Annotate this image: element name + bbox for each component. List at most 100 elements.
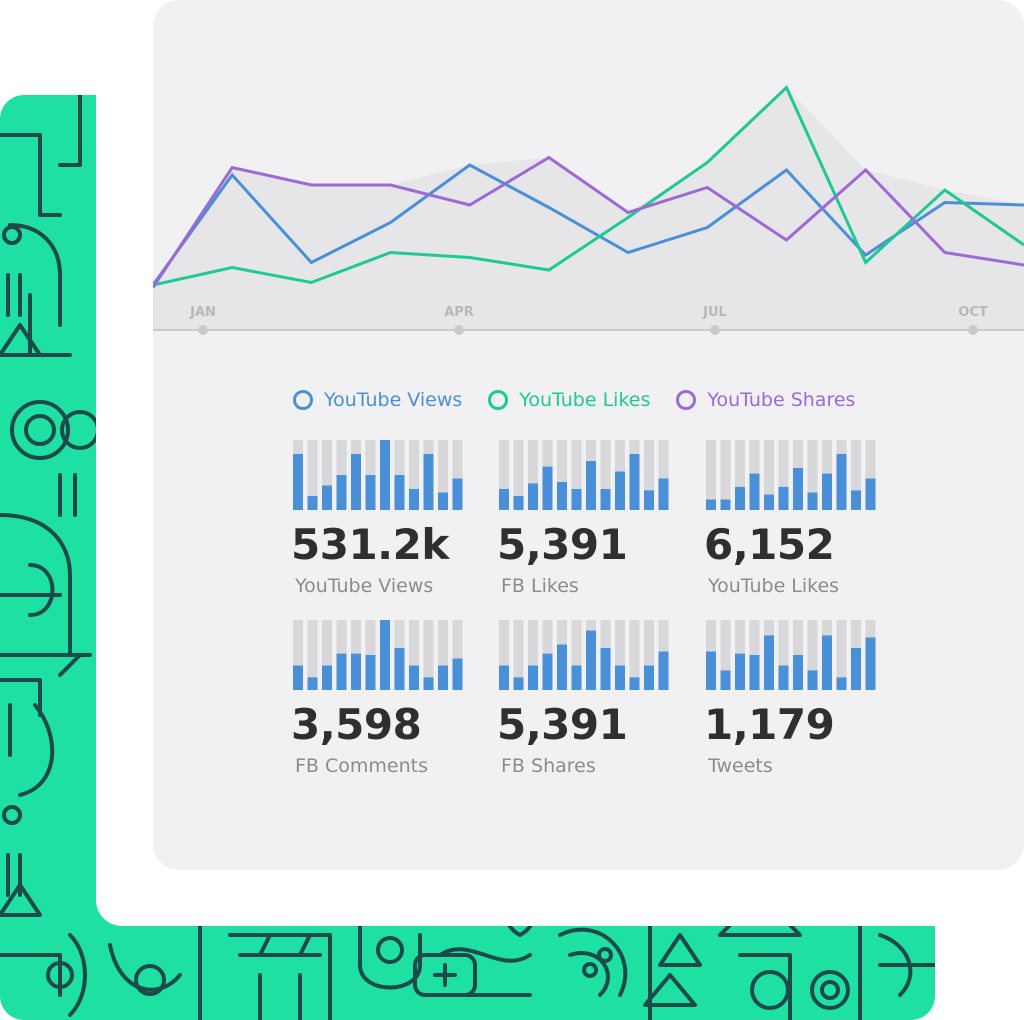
bar [658, 478, 669, 510]
bar-track [720, 620, 731, 690]
x-tick-dot [710, 325, 720, 335]
bar-track [409, 440, 419, 510]
bar [629, 677, 640, 690]
bar [778, 486, 789, 510]
bar-track [307, 620, 318, 690]
stat-label: FB Shares [501, 755, 596, 777]
bar-track [528, 440, 538, 510]
bar [365, 655, 376, 690]
bar-track [322, 440, 332, 510]
bar [586, 461, 596, 510]
bar-track [836, 620, 847, 690]
stat-label: FB Likes [501, 575, 579, 597]
bar-track [644, 620, 654, 690]
x-tick-dot [198, 325, 208, 335]
bar [409, 665, 419, 690]
bar [438, 492, 448, 510]
bar [615, 471, 625, 510]
stat-youtube-views: 531.2k YouTube Views [291, 440, 473, 610]
bar [571, 665, 582, 690]
line-series-youtube-shares [153, 155, 1024, 289]
stat-value: 3,598 [291, 700, 422, 749]
bar [409, 489, 419, 510]
bar [293, 454, 303, 510]
bar [293, 665, 303, 690]
bar [822, 635, 832, 690]
bar [452, 658, 463, 690]
stat-label: FB Comments [295, 755, 428, 777]
stat-label: YouTube Views [295, 575, 434, 597]
bar [394, 648, 405, 690]
legend-views-label: YouTube Views [324, 389, 463, 411]
x-tick-label: OCT [958, 305, 988, 320]
bar-track [452, 440, 463, 510]
bar [851, 648, 861, 690]
legend-item-views[interactable]: YouTube Views [293, 389, 462, 411]
bar [586, 630, 596, 690]
bar [365, 475, 376, 510]
stat-value: 531.2k [291, 520, 449, 569]
legend-likes-label: YouTube Likes [519, 389, 651, 411]
mini-bar-chart-fb-likes [499, 440, 669, 510]
bar-track [778, 620, 789, 690]
bar [865, 478, 876, 510]
bar-track [778, 440, 789, 510]
line-chart-area [153, 87, 1024, 330]
x-tick-label: APR [444, 305, 474, 320]
bar [542, 653, 553, 690]
mini-bar-chart-youtube-views [293, 440, 463, 510]
bar [499, 489, 509, 510]
bar [600, 648, 611, 690]
chart-legend: YouTube Views YouTube Likes YouTube Shar… [293, 386, 881, 414]
bar-track [322, 620, 332, 690]
bar [822, 473, 832, 510]
x-tick-dot [968, 325, 978, 335]
mini-bar-chart-youtube-likes [706, 440, 876, 510]
bar [706, 651, 716, 690]
x-tick-label: JAN [189, 305, 216, 320]
bar-track [499, 620, 509, 690]
bar-track [571, 440, 582, 510]
bar-track [409, 620, 419, 690]
bar-track [735, 440, 745, 510]
bar [351, 454, 361, 510]
stat-fb-likes: 5,391 FB Likes [497, 440, 679, 610]
bar [600, 489, 611, 510]
legend-item-likes[interactable]: YouTube Likes [488, 389, 650, 411]
bar [720, 499, 731, 510]
bar [644, 665, 654, 690]
line-chart: JAN APR JUL OCT [153, 84, 1024, 335]
bar-track [615, 620, 625, 690]
bar [836, 677, 847, 690]
stat-tweets: 1,179 Tweets [704, 620, 886, 790]
bar [749, 473, 760, 510]
bar [336, 475, 347, 510]
bar [836, 454, 847, 510]
bar [778, 665, 789, 690]
bar [322, 665, 332, 690]
stat-label: Tweets [708, 755, 773, 777]
bar [351, 653, 361, 690]
stat-fb-shares: 5,391 FB Shares [497, 620, 679, 790]
bar-track [764, 440, 774, 510]
bar [865, 637, 876, 690]
bar [452, 478, 463, 510]
legend-views-circle-icon [293, 390, 313, 410]
bar [807, 492, 818, 510]
mini-bar-chart-fb-comments [293, 620, 463, 690]
bar-track [658, 440, 669, 510]
legend-likes-circle-icon [488, 390, 509, 410]
stat-youtube-likes: 6,152 YouTube Likes [704, 440, 886, 610]
stat-value: 5,391 [497, 700, 628, 749]
bar-track [499, 440, 509, 510]
legend-shares-label: YouTube Shares [707, 389, 856, 411]
bar [394, 475, 405, 510]
bar [499, 665, 509, 690]
bar [307, 677, 318, 690]
legend-shares-circle-icon [676, 390, 697, 410]
legend-item-shares[interactable]: YouTube Shares [676, 389, 855, 411]
bar [513, 496, 524, 510]
bar [336, 653, 347, 690]
bar-track [513, 620, 524, 690]
bar-track [720, 440, 731, 510]
